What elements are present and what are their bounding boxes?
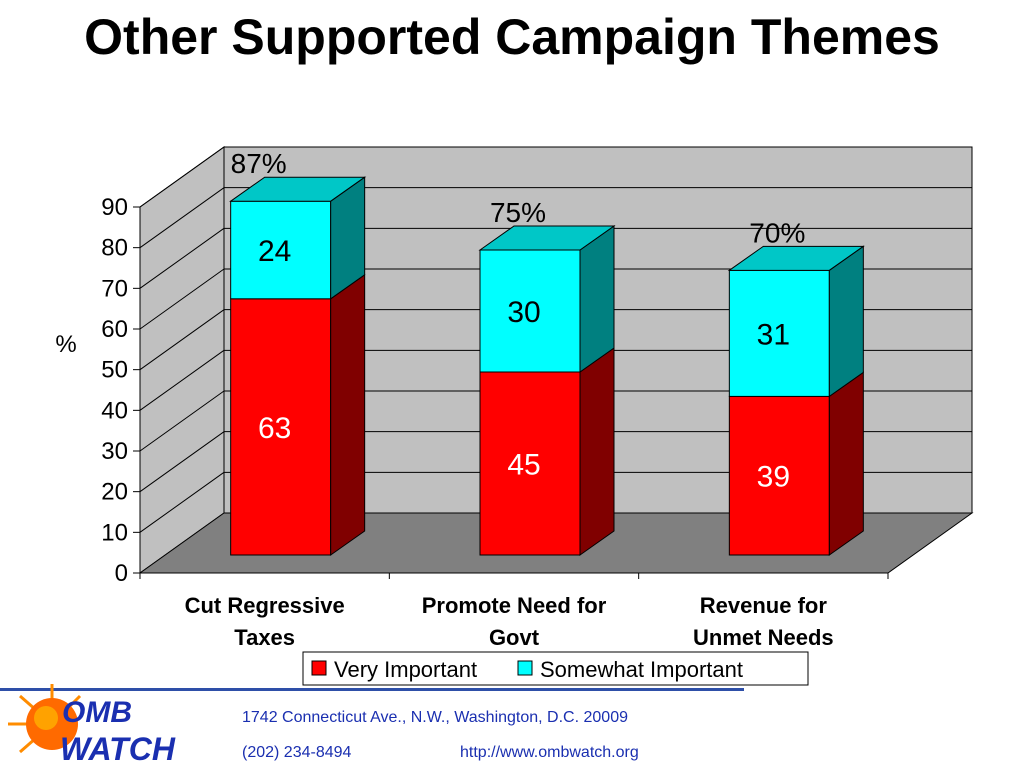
bar-top [229,176,367,202]
gridline-side [139,187,225,249]
y-tick-label: 90 [101,194,128,221]
bar-value-label: 24 [258,235,291,268]
gridline-side [139,268,225,330]
bar-total-label: 87% [231,148,287,179]
x-category-label: Taxes [234,625,295,650]
x-category-label: Cut Regressive [185,593,345,618]
bar-segment-somewhat-important [479,249,581,373]
logo-text-omb: OMB [62,696,132,729]
bar-segment-very-important [728,395,830,556]
bar-total-label: 70% [749,217,805,248]
bar-value-label: 30 [507,296,540,329]
gridline-side [139,349,225,411]
gridline-side [139,390,225,452]
y-tick-label: 50 [101,357,128,384]
omb-watch-logo: OMB WATCH [8,684,176,767]
legend-swatch [517,660,533,676]
footer-phone: (202) 234-8494 [242,744,352,761]
bar-value-label: 45 [507,449,540,482]
bar-top [727,245,865,271]
legend-label: Somewhat Important [540,657,743,682]
bar-value-label: 63 [258,412,291,445]
logo-text-watch: WATCH [60,731,176,767]
bar-segment-very-important [230,298,332,556]
bar-value-label: 31 [757,318,790,351]
y-tick-label: 70 [101,275,128,302]
x-category-label: Govt [489,625,540,650]
y-tick-label: 60 [101,316,128,343]
y-axis-label: % [55,331,76,358]
gridline-side [139,227,225,289]
legend-box [302,651,809,686]
y-tick-label: 80 [101,235,128,262]
x-category-label: Revenue for [700,593,828,618]
legend-swatch [311,660,327,676]
bar-value-label: 39 [757,461,790,494]
y-tick-label: 20 [101,479,128,506]
gridline-side [139,431,225,493]
stacked-bar-chart: 0 10 20 30 40 50 60 70 80 90% 63 24 87% Cut Regressiv… [55,146,974,686]
slide-title: Other Supported Campaign Themes [84,9,940,65]
bar-top [478,225,616,251]
bar-side [330,273,366,556]
legend-label: Very Important [334,657,477,682]
bar-side [579,347,615,556]
footer-divider [0,688,744,691]
y-tick-label: 0 [115,560,128,587]
sun-icon [8,684,82,754]
plot-side-wall [139,146,225,574]
bar-total-label: 75% [490,197,546,228]
footer-url-link[interactable]: http://www.ombwatch.org [460,744,639,761]
footer-address: 1742 Connecticut Ave., N.W., Washington,… [242,709,628,726]
y-tick-label: 40 [101,397,128,424]
gridline-side [139,309,225,371]
y-tick-label: 30 [101,438,128,465]
y-tick-label: 10 [101,519,128,546]
bar-side [828,245,864,398]
gridline-side [139,146,225,208]
gridline-side [139,471,225,533]
x-category-label: Promote Need for [422,593,607,618]
bar-side [828,371,864,556]
x-category-label: Unmet Needs [693,625,834,650]
bar-side [579,225,615,373]
bar-segment-somewhat-important [728,269,830,397]
